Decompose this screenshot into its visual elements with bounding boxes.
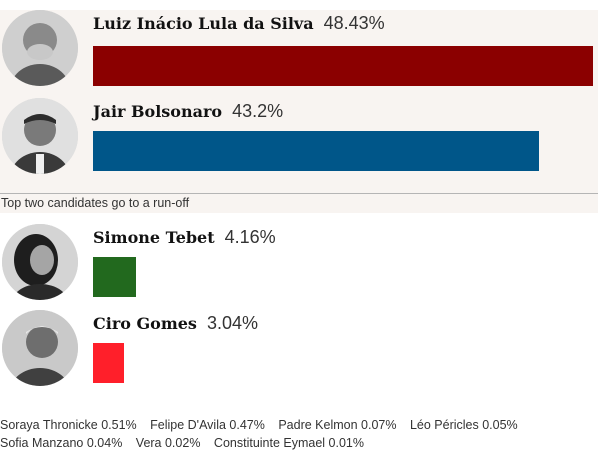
vote-bar-lula <box>93 46 593 86</box>
other-candidate-item: Vera 0.02% <box>135 436 201 450</box>
other-candidate-item: Léo Péricles 0.05% <box>409 418 518 432</box>
other-candidate-item: Felipe D'Avila 0.47% <box>150 418 265 432</box>
other-candidate-item: Sofia Manzano 0.04% <box>0 436 123 450</box>
vote-bar-tebet <box>93 257 136 297</box>
candidate-photo-lula <box>2 10 78 86</box>
candidate-name: Simone Tebet <box>93 228 215 247</box>
vote-bar-bolsonaro <box>93 131 539 171</box>
candidate-label-lula: Luiz Inácio Lula da Silva 48.43% <box>93 13 385 34</box>
candidate-name: Luiz Inácio Lula da Silva <box>93 14 314 33</box>
candidate-percentage: 43.2% <box>232 101 284 121</box>
candidate-photo-ciro <box>2 310 78 386</box>
candidate-percentage: 3.04% <box>206 313 258 333</box>
candidate-percentage: 48.43% <box>323 13 385 33</box>
candidate-name: Jair Bolsonaro <box>93 102 223 121</box>
candidate-photo-tebet <box>2 224 78 300</box>
candidate-label-bolsonaro: Jair Bolsonaro 43.2% <box>93 101 283 122</box>
runoff-note: Top two candidates go to a run-off <box>1 196 190 210</box>
candidate-photo-bolsonaro <box>2 98 78 174</box>
candidate-label-tebet: Simone Tebet 4.16% <box>93 227 276 248</box>
other-candidate-item: Padre Kelmon 0.07% <box>278 418 397 432</box>
runoff-highlight-background <box>0 10 598 213</box>
candidate-percentage: 4.16% <box>224 227 276 247</box>
other-candidate-item: Soraya Thronicke 0.51% <box>0 418 137 432</box>
other-candidates-list: Soraya Thronicke 0.51% Felipe D'Avila 0.… <box>0 416 598 452</box>
candidate-name: Ciro Gomes <box>93 314 197 333</box>
candidate-label-ciro: Ciro Gomes 3.04% <box>93 313 258 334</box>
other-candidate-item: Constituinte Eymael 0.01% <box>213 436 365 450</box>
vote-bar-ciro <box>93 343 124 383</box>
runoff-divider <box>0 193 598 194</box>
